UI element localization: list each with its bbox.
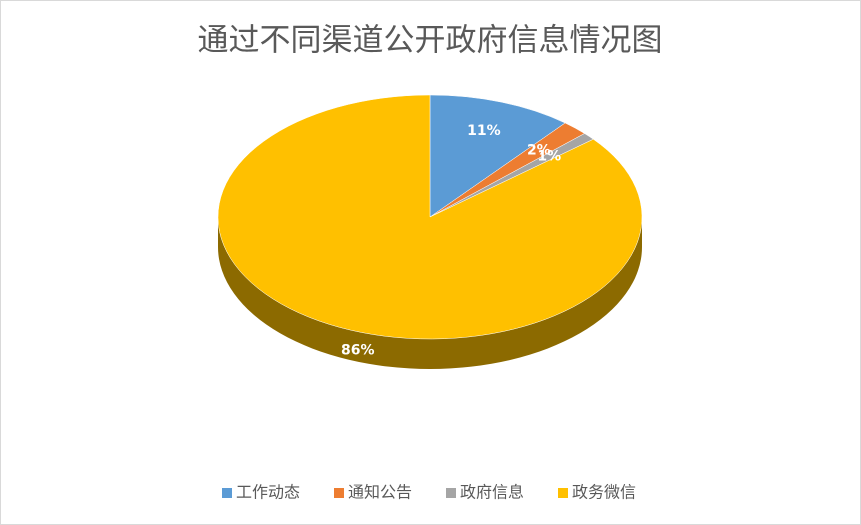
pie-slice — [217, 94, 643, 340]
legend-swatch — [222, 488, 232, 498]
legend-swatch — [558, 488, 568, 498]
data-label: 1% — [537, 148, 561, 164]
legend-swatch — [334, 488, 344, 498]
chart-title: 通过不同渠道公开政府信息情况图 — [198, 23, 663, 59]
legend-label: 政务微信 — [572, 483, 636, 502]
pie-side — [218, 217, 642, 369]
data-label: 11% — [467, 123, 501, 139]
legend-label: 通知公告 — [348, 483, 412, 502]
legend-swatch — [446, 488, 456, 498]
data-label: 86% — [341, 342, 375, 358]
legend-label: 政府信息 — [460, 483, 524, 502]
legend-label: 工作动态 — [236, 483, 300, 502]
data-label: 2% — [527, 142, 551, 158]
pie-slice — [429, 94, 566, 218]
